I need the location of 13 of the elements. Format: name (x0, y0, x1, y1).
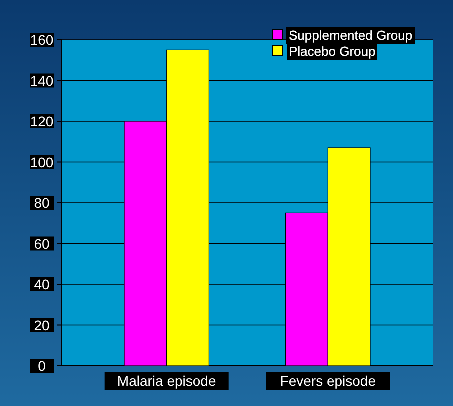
y-tick-label: 160 (30, 32, 54, 48)
y-tick-label: 40 (34, 276, 50, 292)
y-tick-label: 60 (34, 236, 50, 252)
y-tick-label: 0 (38, 358, 46, 374)
x-tick-label: Fevers episode (280, 373, 376, 389)
y-tick-label: 80 (34, 195, 50, 211)
y-tick-label: 120 (30, 114, 54, 130)
legend-label: Placebo Group (289, 44, 376, 59)
y-tick-label: 100 (30, 154, 54, 170)
x-tick-label: Malaria episode (117, 373, 216, 389)
y-tick-label: 140 (30, 72, 54, 89)
legend-label: Supplemented Group (289, 28, 413, 43)
y-tick-label: 20 (34, 317, 50, 334)
